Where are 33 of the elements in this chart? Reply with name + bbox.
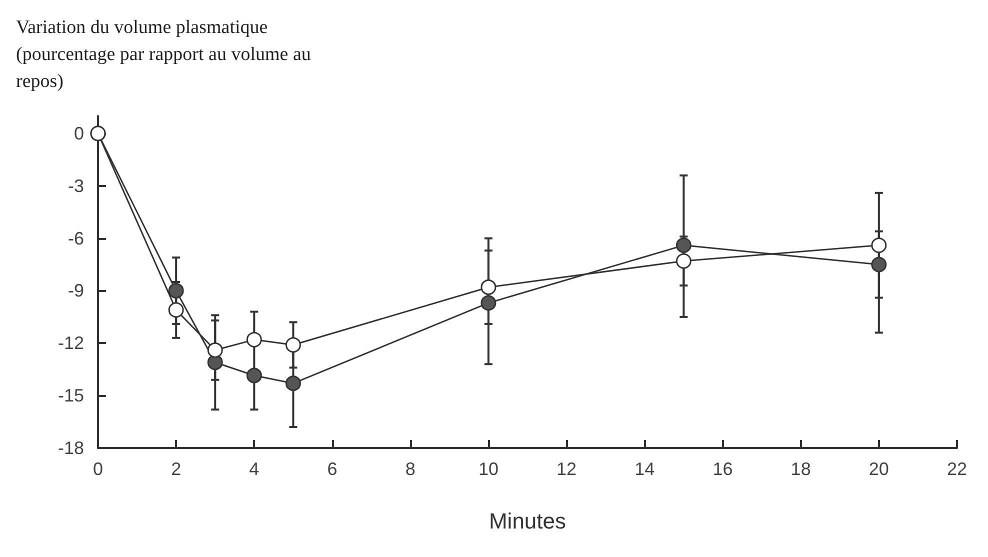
x-tick-label: 12 [556, 459, 577, 479]
y-tick-label: -3 [68, 176, 84, 196]
x-tick-label: 6 [327, 459, 338, 479]
x-tick-label: 18 [790, 459, 811, 479]
x-tick-label: 8 [405, 459, 416, 479]
point [285, 376, 301, 392]
point [207, 354, 223, 370]
point [207, 342, 223, 358]
x-axis-title: Minutes [488, 508, 566, 534]
point [676, 253, 692, 269]
y-tick-label: -12 [58, 333, 84, 354]
x-tick-label: 0 [92, 459, 104, 479]
y-tick-label: -9 [68, 280, 84, 301]
point [871, 256, 887, 272]
point [871, 238, 887, 254]
x-tick-label: 16 [712, 459, 733, 479]
x-tick-label: 10 [478, 459, 498, 479]
point [246, 332, 262, 348]
y-tick-label: 0 [74, 123, 84, 144]
point [480, 279, 496, 295]
point [480, 295, 496, 311]
point [246, 368, 262, 384]
x-tick-label: 22 [946, 459, 968, 479]
y-tick-label: -15 [58, 386, 84, 406]
x-tick-label: 2 [171, 459, 182, 479]
y-tick-label: -18 [58, 438, 84, 458]
y-tick-label: -6 [68, 228, 84, 248]
y-axis-title: Variation du volume plasmatique (pourcentage par rapport au volume au repos) [16, 17, 316, 92]
x-tick-label: 14 [634, 459, 655, 479]
x-tick-label: 4 [249, 459, 260, 479]
point [168, 302, 184, 318]
x-tick-label: 20 [868, 459, 889, 479]
point [285, 337, 301, 353]
